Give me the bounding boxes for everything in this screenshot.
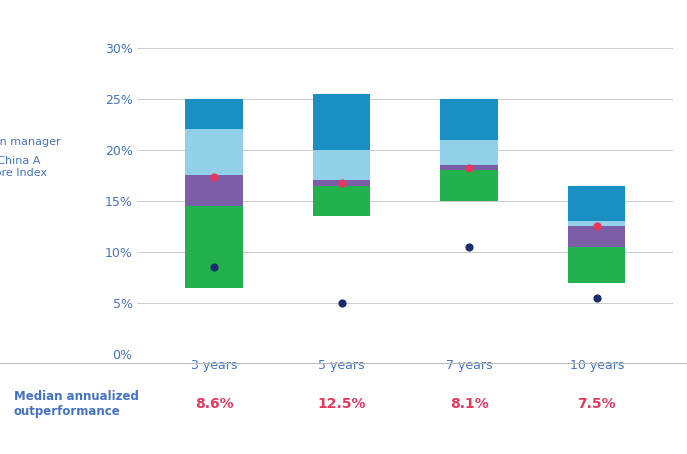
Text: 12.5%: 12.5% (317, 397, 365, 411)
Point (464, 243, 475, 251)
Bar (568, 247, 625, 282)
Bar (185, 175, 243, 206)
Text: 7.5%: 7.5% (577, 397, 616, 411)
Bar (313, 150, 370, 180)
Point (336, 179, 347, 186)
Bar (185, 99, 243, 129)
Point (208, 264, 219, 271)
Point (592, 294, 602, 301)
Point (336, 300, 347, 307)
Point (208, 174, 219, 181)
Text: Median annualized
outperformance: Median annualized outperformance (14, 390, 139, 418)
Bar (568, 186, 625, 222)
Bar (440, 165, 498, 170)
Text: 8.6%: 8.6% (194, 397, 234, 411)
Legend: Median manager, MSCI China A
Onshore Index: Median manager, MSCI China A Onshore Ind… (0, 138, 60, 178)
Bar (313, 180, 370, 186)
Text: 8.1%: 8.1% (450, 397, 488, 411)
Bar (185, 206, 243, 288)
Point (464, 165, 475, 172)
Bar (313, 186, 370, 216)
Bar (440, 170, 498, 201)
Point (592, 223, 602, 230)
Bar (313, 94, 370, 150)
Bar (185, 129, 243, 175)
Bar (568, 227, 625, 247)
Bar (440, 140, 498, 165)
Bar (440, 99, 498, 140)
Bar (568, 222, 625, 227)
